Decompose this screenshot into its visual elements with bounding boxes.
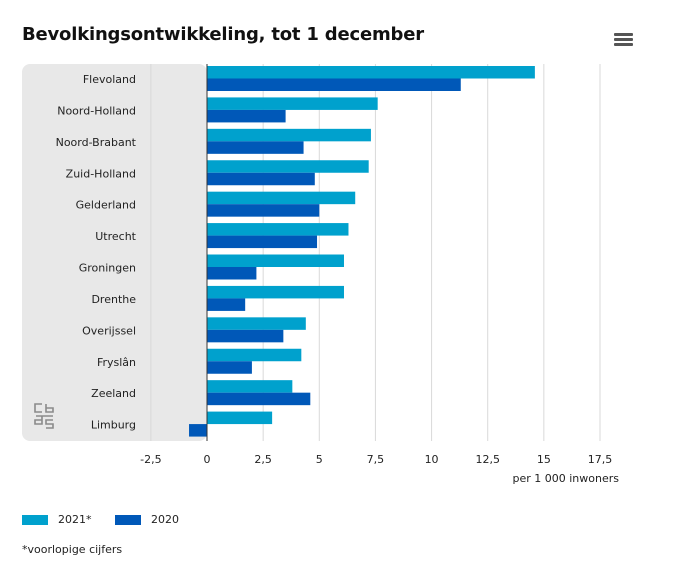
chart-title: Bevolkingsontwikkeling, tot 1 december <box>22 24 424 45</box>
legend-swatch-2020 <box>115 515 141 525</box>
category-label: Fryslân <box>97 356 136 369</box>
bar-2020[interactable] <box>207 109 286 123</box>
bar-2020[interactable] <box>207 267 257 280</box>
bar-2021[interactable] <box>207 97 378 110</box>
x-tick-label: -2,5 <box>140 453 161 466</box>
x-tick-label: 5 <box>316 453 323 466</box>
bar-2021[interactable] <box>207 285 344 299</box>
bar-2020[interactable] <box>207 235 318 249</box>
bar-2021[interactable] <box>207 160 369 173</box>
category-labels: Flevoland Noord-Holland Noord-Brabant Zuid-… <box>56 73 137 432</box>
bar-2020[interactable] <box>207 172 315 186</box>
x-tick-label: 2,5 <box>254 453 272 466</box>
x-tick-label: 0 <box>204 453 211 466</box>
bar-2021[interactable] <box>207 317 306 330</box>
bar-2020[interactable] <box>207 392 311 406</box>
bar-2020[interactable] <box>207 141 304 154</box>
bar-2020[interactable] <box>207 361 252 374</box>
bar-2021[interactable] <box>207 254 344 268</box>
category-label: Zuid-Holland <box>66 167 136 180</box>
category-label: Noord-Holland <box>57 104 136 117</box>
category-label: Utrecht <box>95 230 136 243</box>
category-label: Flevoland <box>83 73 136 86</box>
tick-labels: -2,5 0 2,5 5 7,5 10 12,5 15 17,5 <box>140 453 612 466</box>
category-panel <box>22 64 207 441</box>
legend-label-2020: 2020 <box>151 513 179 526</box>
category-label: Groningen <box>79 262 136 275</box>
legend-item-2021[interactable]: 2021* <box>22 513 92 526</box>
category-label: Noord-Brabant <box>56 136 137 149</box>
bar-2020[interactable] <box>207 78 461 92</box>
bar-2021[interactable] <box>207 380 293 393</box>
grid-lines <box>150 64 601 441</box>
bar-2020[interactable] <box>207 298 246 311</box>
bar-2021[interactable] <box>207 348 302 362</box>
x-tick-label: 12,5 <box>475 453 500 466</box>
footnote: *voorlopige cijfers <box>22 543 123 556</box>
category-label: Overijssel <box>82 324 136 337</box>
legend-label-2021: 2021* <box>58 513 92 526</box>
hamburger-menu-icon[interactable] <box>614 33 633 47</box>
bar-2021[interactable] <box>207 66 535 79</box>
bar-2020[interactable] <box>189 424 207 437</box>
x-tick-label: 7,5 <box>367 453 385 466</box>
x-tick-label: 15 <box>537 453 551 466</box>
x-tick-label: 10 <box>425 453 439 466</box>
category-label: Drenthe <box>91 293 136 306</box>
bars <box>189 66 535 437</box>
category-label: Gelderland <box>76 199 136 212</box>
bar-2021[interactable] <box>207 128 371 142</box>
legend-swatch-2021 <box>22 515 48 525</box>
bar-2021[interactable] <box>207 411 273 425</box>
category-label: Zeeland <box>91 387 136 400</box>
bar-2021[interactable] <box>207 223 349 236</box>
legend-item-2020[interactable]: 2020 <box>115 513 179 526</box>
bar-2020[interactable] <box>207 329 284 343</box>
cbs-logo-icon <box>34 403 54 429</box>
x-tick-label: 17,5 <box>588 453 613 466</box>
x-axis-label: per 1 000 inwoners <box>512 472 619 485</box>
category-label: Limburg <box>91 419 136 432</box>
bar-2021[interactable] <box>207 191 356 205</box>
bar-2020[interactable] <box>207 204 320 217</box>
